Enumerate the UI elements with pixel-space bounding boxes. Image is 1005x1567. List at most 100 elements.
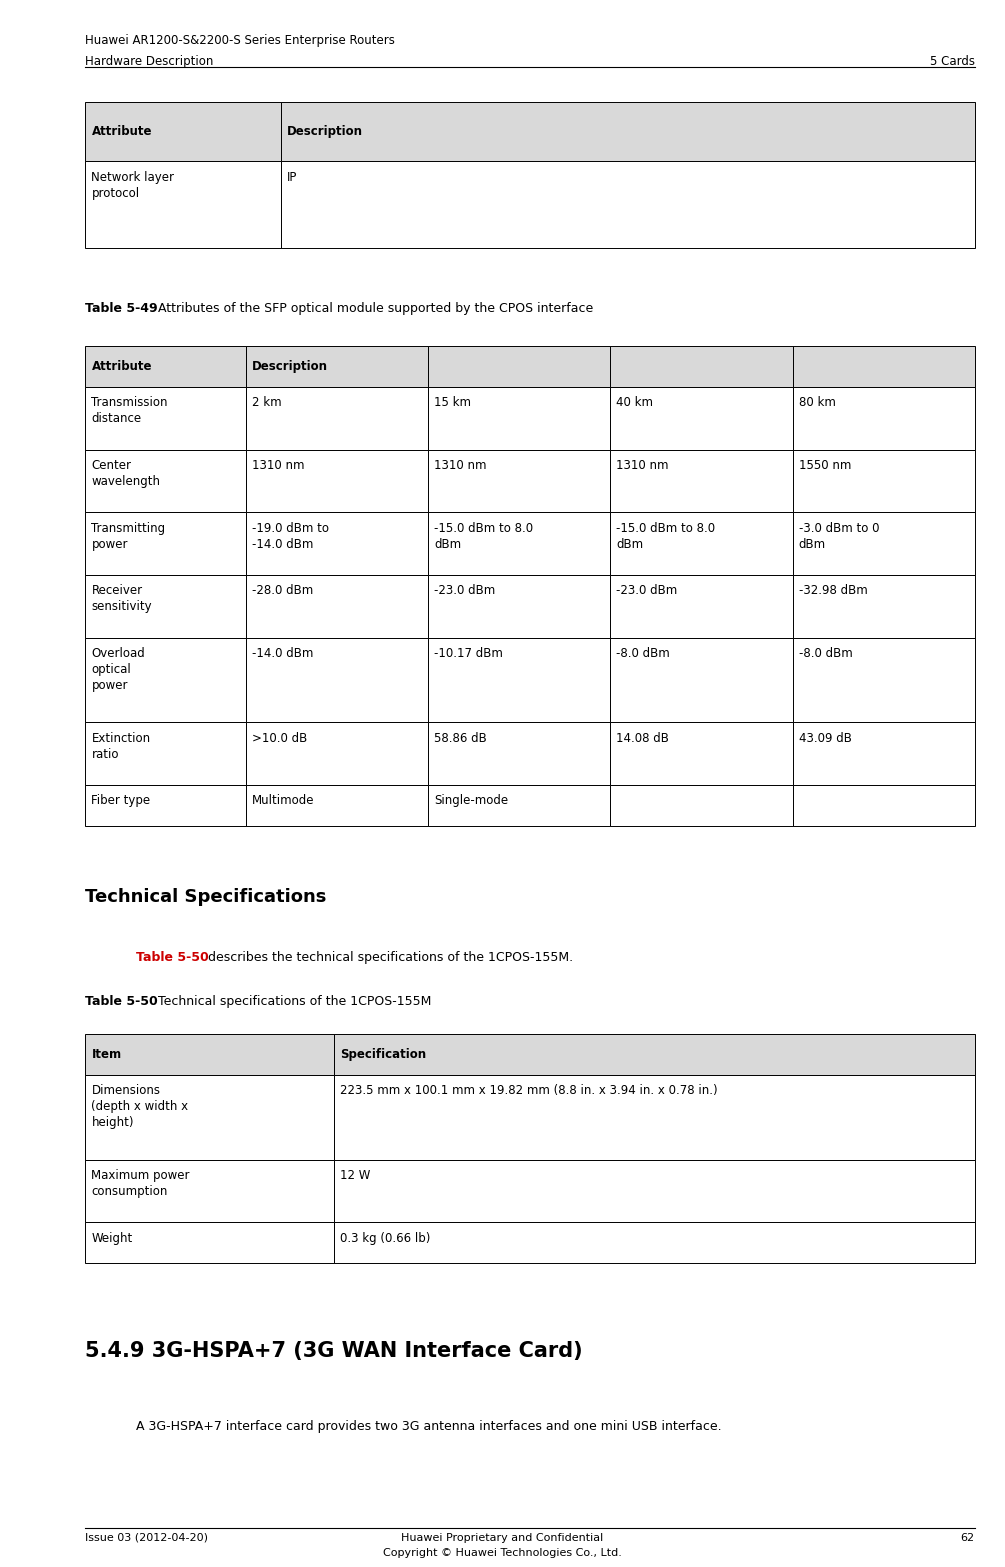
Bar	[428, 450, 610, 512]
Bar	[85, 102, 281, 161]
Bar	[428, 575, 610, 638]
Text: Attribute: Attribute	[91, 125, 152, 138]
Text: 58.86 dB: 58.86 dB	[434, 732, 486, 744]
Text: 1310 nm: 1310 nm	[434, 459, 486, 472]
Bar	[85, 1075, 335, 1160]
Text: -15.0 dBm to 8.0
dBm: -15.0 dBm to 8.0 dBm	[434, 522, 533, 552]
Text: -3.0 dBm to 0
dBm: -3.0 dBm to 0 dBm	[799, 522, 879, 552]
Text: 14.08 dB: 14.08 dB	[616, 732, 669, 744]
Bar	[335, 1034, 975, 1075]
Bar	[793, 346, 975, 387]
Text: Item: Item	[91, 1048, 122, 1061]
Text: Table 5-49: Table 5-49	[85, 302, 158, 315]
Text: 62: 62	[961, 1533, 975, 1542]
Text: -32.98 dBm: -32.98 dBm	[799, 584, 867, 597]
Text: 1310 nm: 1310 nm	[616, 459, 668, 472]
Text: -23.0 dBm: -23.0 dBm	[434, 584, 495, 597]
Bar	[335, 1075, 975, 1160]
Text: Weight: Weight	[91, 1232, 133, 1244]
Bar	[428, 387, 610, 450]
Text: Center
wavelength: Center wavelength	[91, 459, 161, 489]
Bar	[610, 512, 793, 575]
Text: 12 W: 12 W	[341, 1169, 371, 1182]
Bar	[610, 450, 793, 512]
Text: Dimensions
(depth x width x
height): Dimensions (depth x width x height)	[91, 1084, 189, 1130]
Bar	[85, 346, 245, 387]
Bar	[85, 1034, 335, 1075]
Bar	[793, 512, 975, 575]
Bar	[85, 161, 281, 248]
Text: 1310 nm: 1310 nm	[251, 459, 305, 472]
Text: 15 km: 15 km	[434, 396, 471, 409]
Text: -28.0 dBm: -28.0 dBm	[251, 584, 313, 597]
Bar	[85, 722, 245, 785]
Bar	[793, 450, 975, 512]
Text: 0.3 kg (0.66 lb): 0.3 kg (0.66 lb)	[341, 1232, 431, 1244]
Bar	[610, 722, 793, 785]
Bar	[245, 387, 428, 450]
Text: Maximum power
consumption: Maximum power consumption	[91, 1169, 190, 1199]
Text: 43.09 dB: 43.09 dB	[799, 732, 851, 744]
Bar	[428, 512, 610, 575]
Bar	[428, 785, 610, 826]
Text: -14.0 dBm: -14.0 dBm	[251, 647, 313, 660]
Bar	[335, 1160, 975, 1222]
Text: Single-mode: Single-mode	[434, 794, 508, 807]
Text: Attribute: Attribute	[91, 360, 152, 373]
Text: >10.0 dB: >10.0 dB	[251, 732, 307, 744]
Text: Fiber type: Fiber type	[91, 794, 151, 807]
Bar	[245, 450, 428, 512]
Text: Description: Description	[251, 360, 328, 373]
Text: Network layer
protocol: Network layer protocol	[91, 171, 175, 201]
Bar	[793, 387, 975, 450]
Text: -10.17 dBm: -10.17 dBm	[434, 647, 502, 660]
Text: A 3G-HSPA+7 interface card provides two 3G antenna interfaces and one mini USB i: A 3G-HSPA+7 interface card provides two …	[136, 1420, 722, 1432]
Bar	[793, 638, 975, 722]
Text: Issue 03 (2012-04-20): Issue 03 (2012-04-20)	[85, 1533, 208, 1542]
Text: 1550 nm: 1550 nm	[799, 459, 851, 472]
Text: Extinction
ratio: Extinction ratio	[91, 732, 151, 762]
Bar	[85, 1222, 335, 1263]
Bar	[281, 102, 975, 161]
Bar	[610, 575, 793, 638]
Text: Huawei Proprietary and Confidential: Huawei Proprietary and Confidential	[401, 1533, 604, 1542]
Text: Hardware Description: Hardware Description	[85, 55, 214, 67]
Text: Table 5-50: Table 5-50	[85, 995, 158, 1008]
Bar	[85, 450, 245, 512]
Text: 5.4.9 3G-HSPA+7 (3G WAN Interface Card): 5.4.9 3G-HSPA+7 (3G WAN Interface Card)	[85, 1341, 583, 1362]
Bar	[245, 346, 428, 387]
Text: describes the technical specifications of the 1CPOS-155M.: describes the technical specifications o…	[204, 951, 573, 964]
Bar	[428, 346, 610, 387]
Bar	[610, 346, 793, 387]
Text: -23.0 dBm: -23.0 dBm	[616, 584, 677, 597]
Bar	[793, 722, 975, 785]
Bar	[85, 512, 245, 575]
Bar	[85, 575, 245, 638]
Bar	[428, 638, 610, 722]
Text: 223.5 mm x 100.1 mm x 19.82 mm (8.8 in. x 3.94 in. x 0.78 in.): 223.5 mm x 100.1 mm x 19.82 mm (8.8 in. …	[341, 1084, 719, 1097]
Text: 2 km: 2 km	[251, 396, 281, 409]
Bar	[610, 638, 793, 722]
Bar	[245, 638, 428, 722]
Text: -15.0 dBm to 8.0
dBm: -15.0 dBm to 8.0 dBm	[616, 522, 716, 552]
Bar	[793, 575, 975, 638]
Bar	[428, 722, 610, 785]
Bar	[85, 387, 245, 450]
Bar	[245, 575, 428, 638]
Text: Technical specifications of the 1CPOS-155M: Technical specifications of the 1CPOS-15…	[154, 995, 431, 1008]
Bar	[335, 1222, 975, 1263]
Text: Technical Specifications: Technical Specifications	[85, 888, 327, 906]
Text: Transmission
distance: Transmission distance	[91, 396, 168, 426]
Text: Multimode: Multimode	[251, 794, 314, 807]
Text: Table 5-50: Table 5-50	[136, 951, 208, 964]
Text: 40 km: 40 km	[616, 396, 653, 409]
Bar	[281, 161, 975, 248]
Text: IP: IP	[287, 171, 297, 183]
Text: Copyright © Huawei Technologies Co., Ltd.: Copyright © Huawei Technologies Co., Ltd…	[383, 1548, 622, 1558]
Bar	[85, 638, 245, 722]
Text: Description: Description	[287, 125, 363, 138]
Text: 5 Cards: 5 Cards	[930, 55, 975, 67]
Text: Receiver
sensitivity: Receiver sensitivity	[91, 584, 152, 614]
Text: Overload
optical
power: Overload optical power	[91, 647, 145, 693]
Bar	[85, 785, 245, 826]
